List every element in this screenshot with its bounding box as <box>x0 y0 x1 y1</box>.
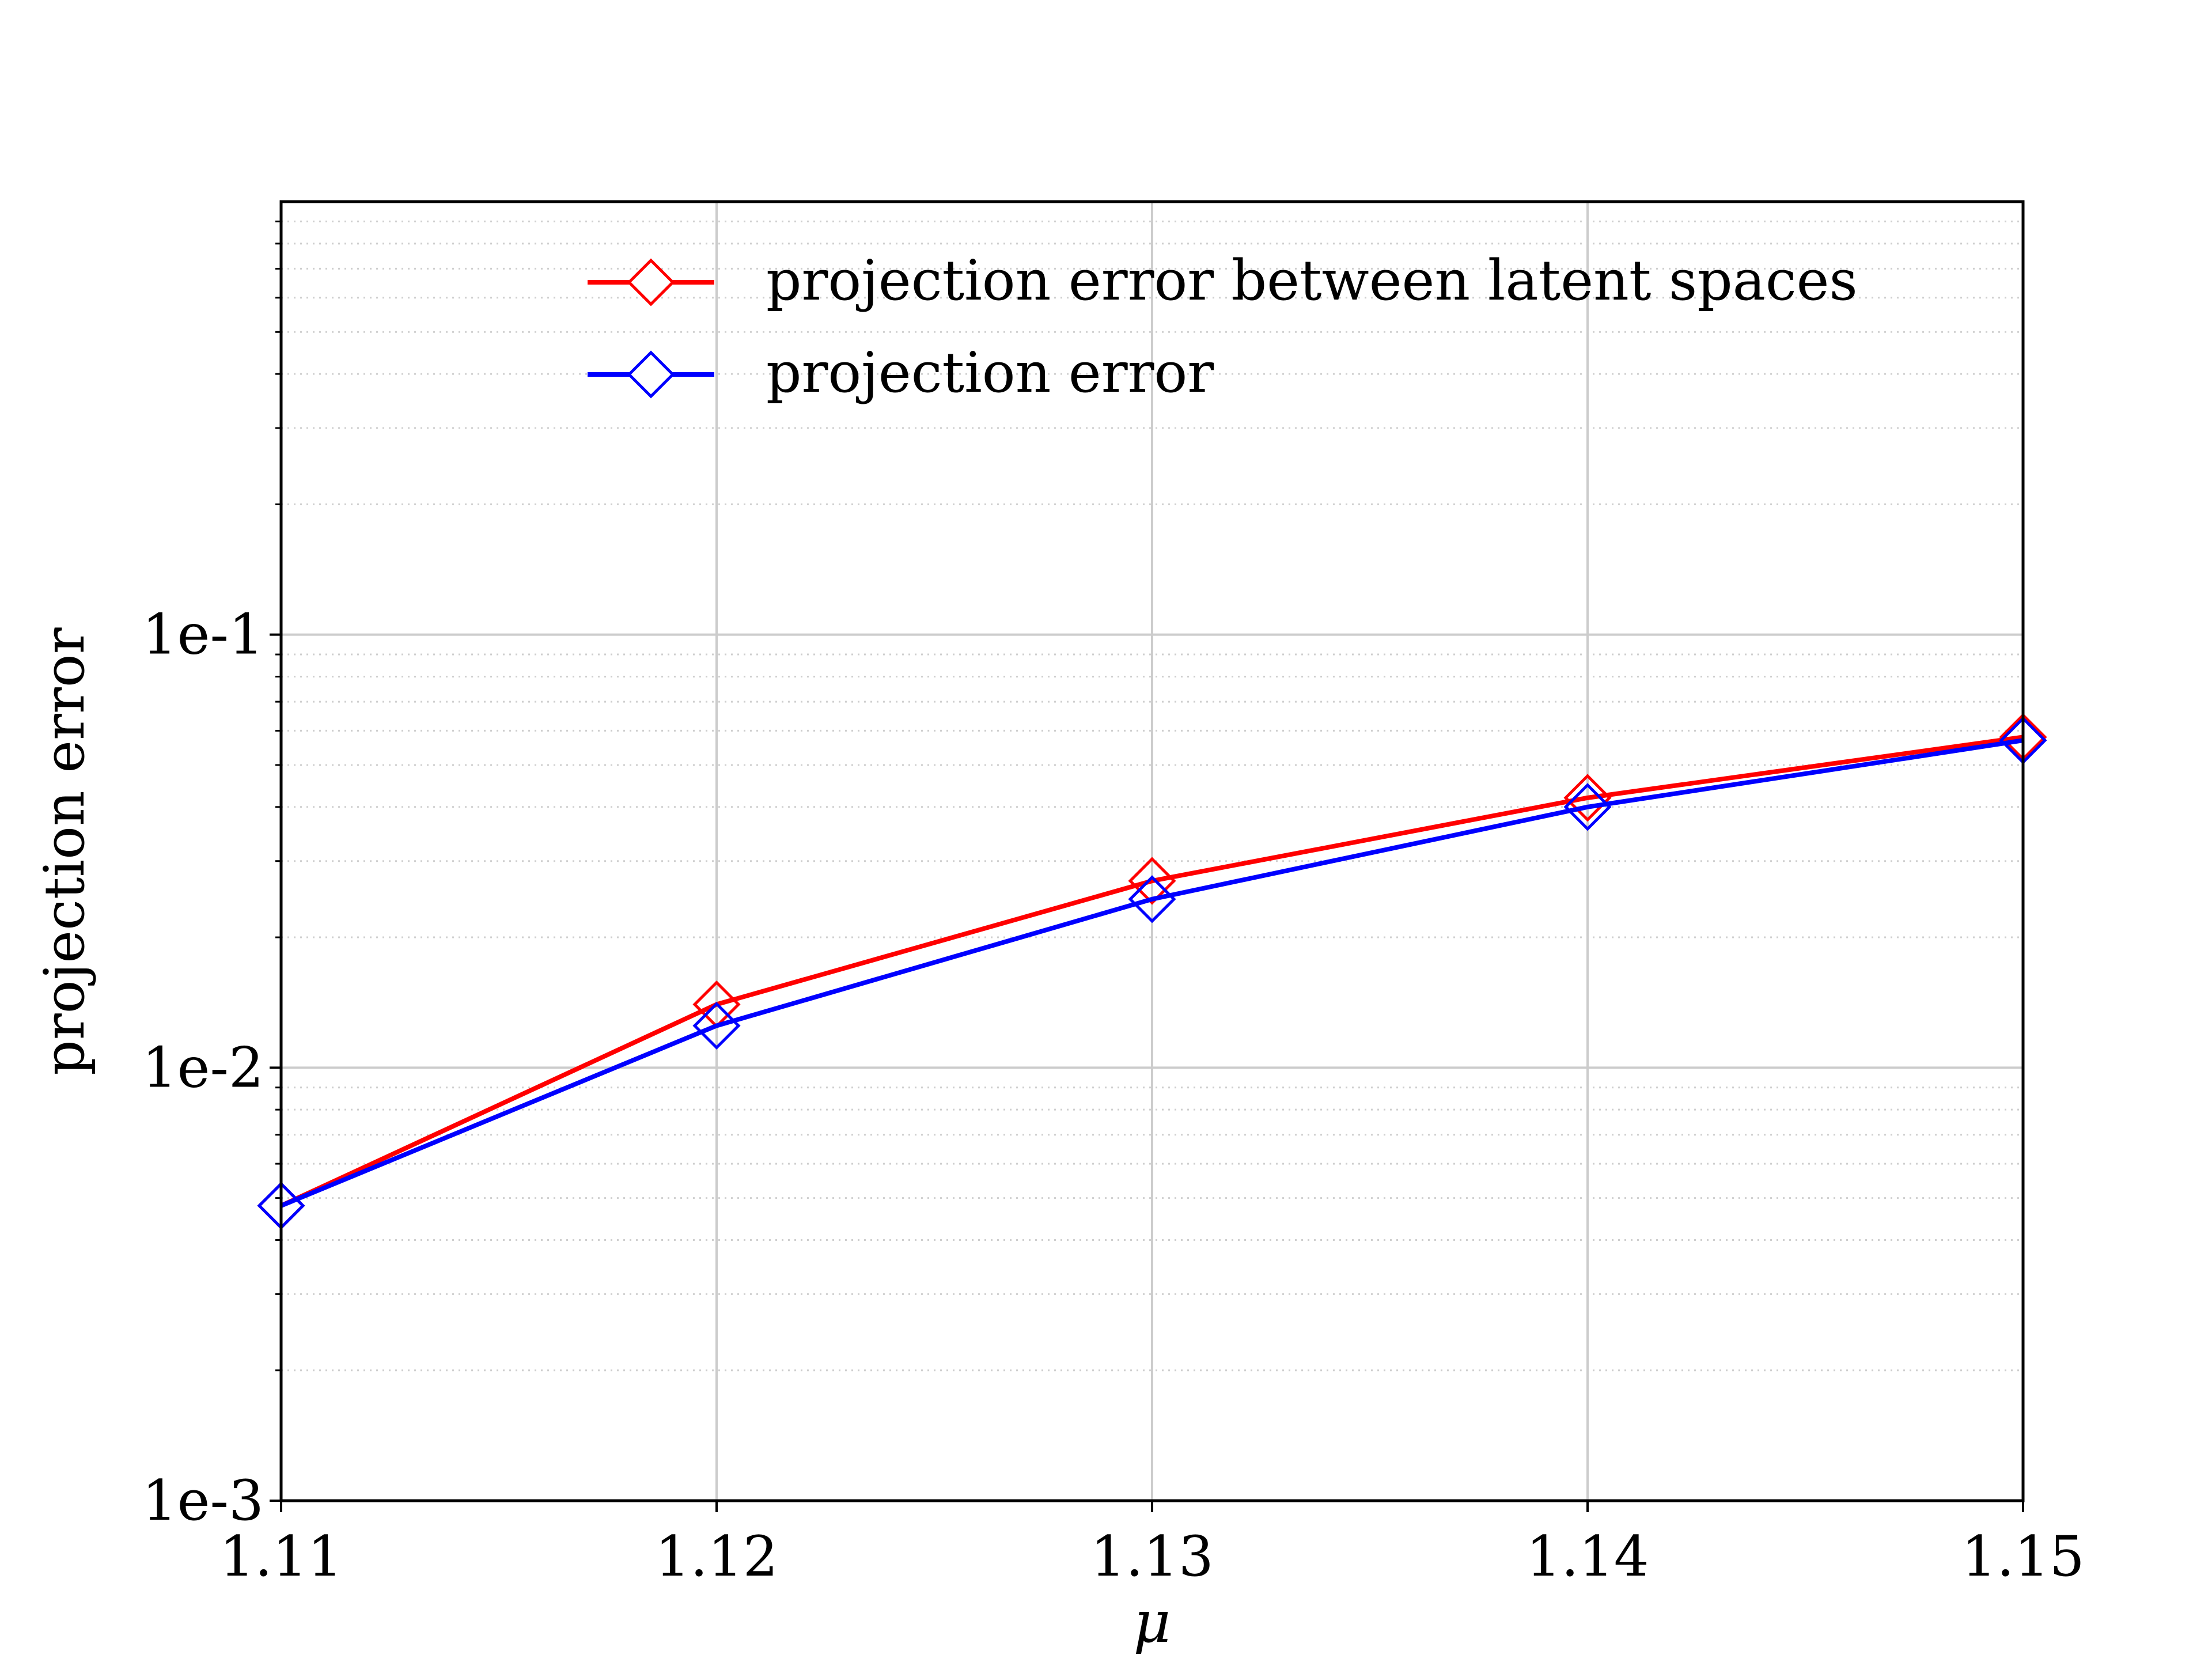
legend-marker-0 <box>627 258 675 306</box>
legend-marker-1 <box>627 350 675 399</box>
x-tick-label: 1.13 <box>1090 1524 1214 1589</box>
legend: projection error between latent spaces pr… <box>588 248 1858 405</box>
data-point-marker <box>1128 857 1176 905</box>
y-tick-label: 1e-1 <box>142 603 264 667</box>
x-tick-label: 1.14 <box>1526 1524 1649 1589</box>
series-line-1 <box>280 738 2024 1208</box>
grid <box>281 202 2023 1501</box>
y-tick-label: 1e-2 <box>142 1035 264 1100</box>
x-tick-label: 1.11 <box>219 1524 343 1589</box>
y-axis-label: projection error <box>32 627 97 1075</box>
data-point-marker <box>1563 783 1612 831</box>
data-point-marker <box>1128 875 1176 923</box>
legend-label-0: projection error between latent spaces <box>766 248 1858 313</box>
x-axis-label: μ <box>1134 1588 1171 1656</box>
series-line-0 <box>280 735 2024 1208</box>
data-point-marker <box>692 1001 741 1050</box>
x-tick-label: 1.15 <box>1961 1524 2085 1589</box>
legend-label-1: projection error <box>766 340 1214 405</box>
x-tick-label: 1.12 <box>655 1524 778 1589</box>
data-point-marker <box>1563 774 1612 822</box>
ticks: 1e-3 1e-2 1e-1 1.11 1.12 1.13 1.14 1.15 <box>142 220 2085 1589</box>
y-tick-label: 1e-3 <box>142 1468 264 1533</box>
